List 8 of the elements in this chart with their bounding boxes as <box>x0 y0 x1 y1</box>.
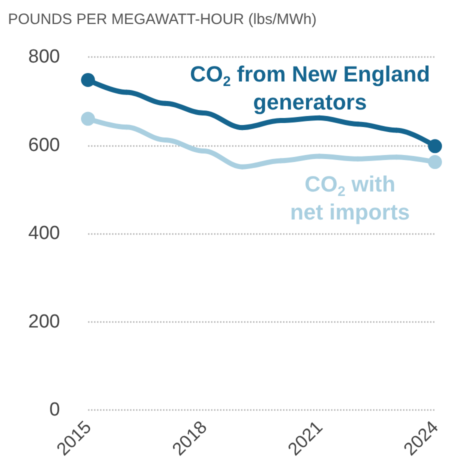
point <box>81 112 95 126</box>
y-tick-label: 400 <box>28 223 60 244</box>
y-tick-label: 800 <box>28 46 60 68</box>
y-tick-label: 200 <box>28 311 60 332</box>
y-tick-label: 0 <box>49 400 60 420</box>
y-tick-label: 600 <box>28 134 60 156</box>
y-axis-title: POUNDS PER MEGAWATT-HOUR (lbs/MWh) <box>8 11 317 28</box>
point <box>428 155 442 170</box>
